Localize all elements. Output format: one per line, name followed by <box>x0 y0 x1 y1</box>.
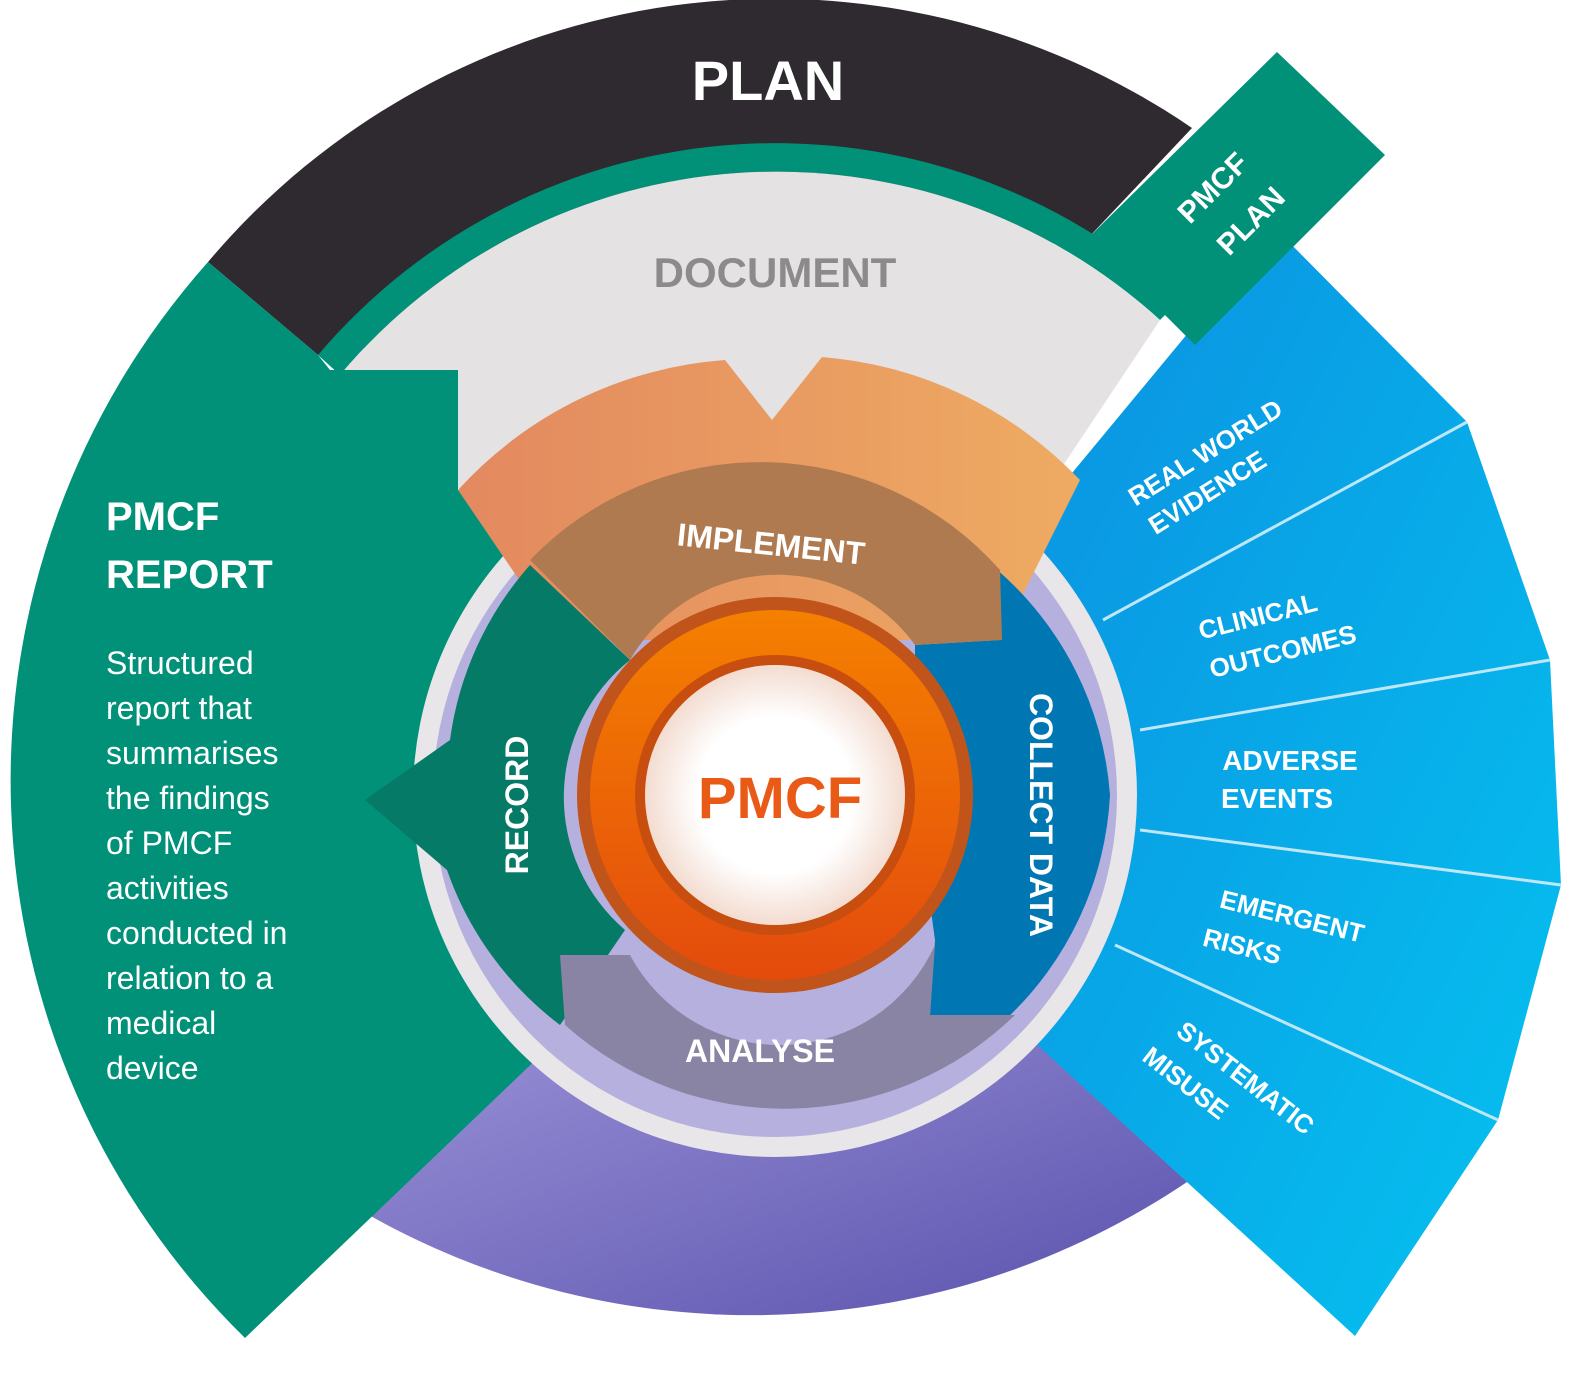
report-desc-line: device <box>106 1050 199 1086</box>
plan-box <box>1088 52 1385 345</box>
report-desc-line: conducted in <box>106 915 287 951</box>
report-desc-line: relation to a <box>106 960 273 996</box>
report-panel <box>10 262 640 1338</box>
analyse-label: ANALYSE <box>685 1033 835 1069</box>
source-adverse-line1: ADVERSE <box>1222 745 1357 776</box>
plan-label: PLAN <box>692 49 844 112</box>
report-desc-line: of PMCF <box>106 825 232 861</box>
data-sources-fan <box>1000 228 1562 1336</box>
report-desc-line: Structured <box>106 645 254 681</box>
collect-arrow <box>915 568 1110 1020</box>
report-desc-line: report that <box>106 690 252 726</box>
report-title-line2: REPORT <box>106 553 273 597</box>
document-label: DOCUMENT <box>654 249 897 296</box>
source-adverse-line2: EVENTS <box>1221 783 1333 814</box>
report-description: Structured report that summarises the fi… <box>106 645 287 1086</box>
report-desc-line: summarises <box>106 735 278 771</box>
report-desc-line: medical <box>106 1005 216 1041</box>
fan-divider <box>1114 943 1499 1122</box>
blue-fan <box>1000 228 1561 1336</box>
record-label: RECORD <box>499 736 535 875</box>
analyse-arrow <box>560 945 1015 1109</box>
implement-quadrant <box>530 462 1002 660</box>
fan-divider <box>1139 658 1551 732</box>
report-desc-line: activities <box>106 870 229 906</box>
record-arrow <box>365 565 630 1025</box>
center-disc <box>645 665 905 925</box>
center-label: PMCF <box>698 766 862 831</box>
fan-divider <box>1102 420 1468 622</box>
teal-inner-band <box>318 143 1180 375</box>
collect-label: COLLECT DATA <box>1023 693 1059 937</box>
report-desc-line: the findings <box>106 780 270 816</box>
fan-divider <box>1139 828 1562 887</box>
report-title-line1: PMCF <box>106 495 219 539</box>
